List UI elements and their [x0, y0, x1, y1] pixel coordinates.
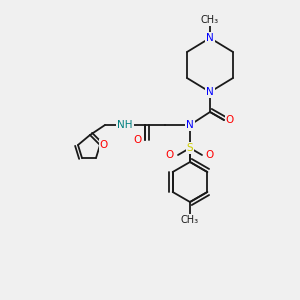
- Text: NH: NH: [117, 120, 133, 130]
- Text: O: O: [206, 150, 214, 160]
- Text: O: O: [100, 140, 108, 150]
- Text: CH₃: CH₃: [201, 15, 219, 25]
- Text: N: N: [206, 33, 214, 43]
- Text: CH₃: CH₃: [181, 215, 199, 225]
- Text: O: O: [226, 115, 234, 125]
- Text: O: O: [166, 150, 174, 160]
- Text: N: N: [186, 120, 194, 130]
- Text: O: O: [133, 135, 141, 145]
- Text: N: N: [206, 87, 214, 97]
- Text: S: S: [187, 143, 193, 153]
